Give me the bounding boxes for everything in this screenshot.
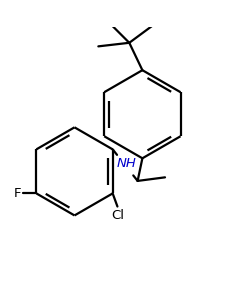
Text: F: F xyxy=(13,187,21,200)
Text: Cl: Cl xyxy=(110,209,123,222)
Text: NH: NH xyxy=(116,158,136,170)
